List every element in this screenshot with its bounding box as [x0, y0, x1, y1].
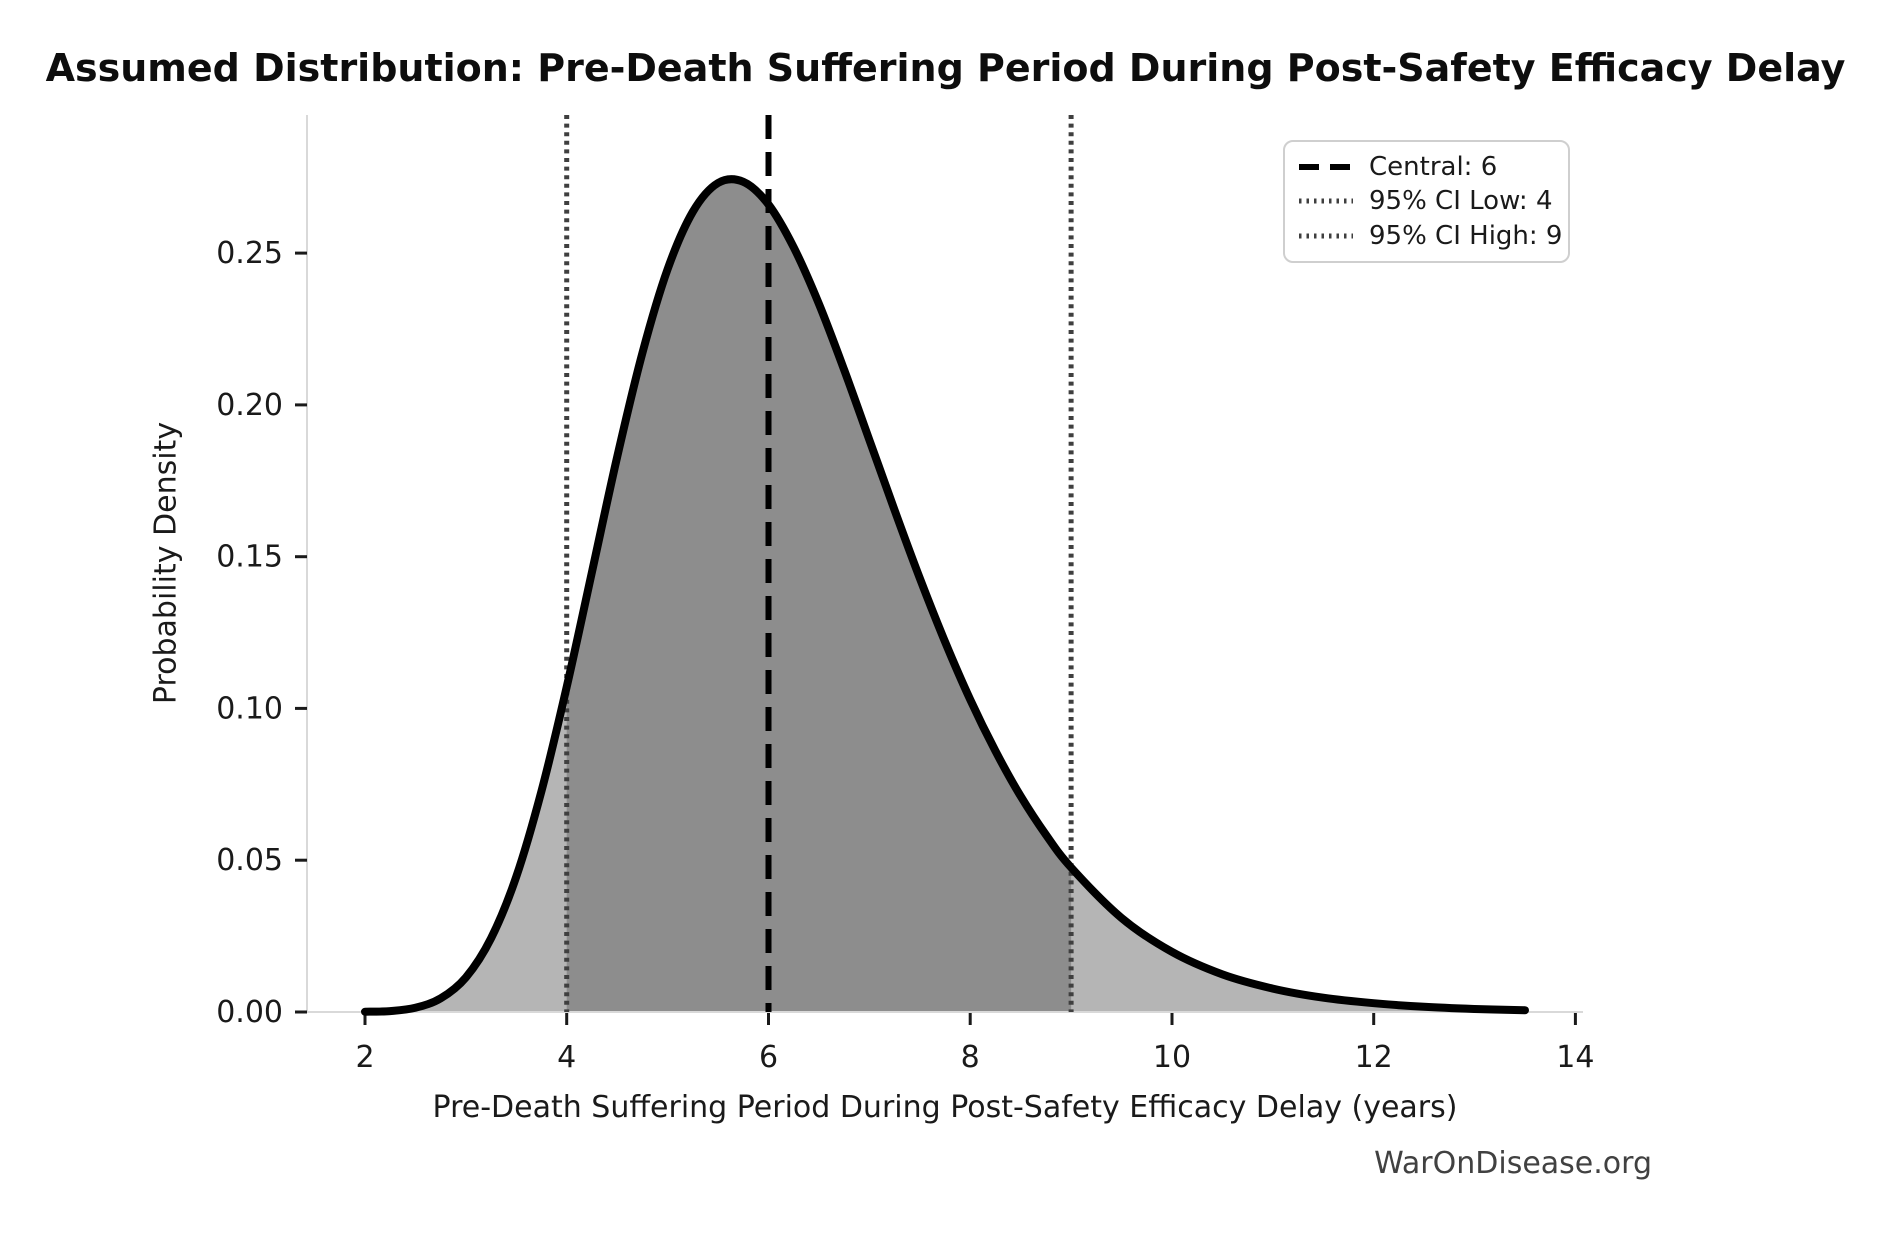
y-tick-label: 0.10 — [216, 691, 283, 726]
y-axis-label: Probability Density — [148, 421, 184, 705]
legend-label-ci-high: 95% CI High: 9 — [1369, 220, 1563, 251]
y-tick-label: 0.05 — [216, 843, 283, 878]
y-tick-label: 0.20 — [216, 388, 283, 423]
y-tick-label: 0.15 — [216, 540, 283, 575]
ci-region-fill — [566, 179, 1072, 1012]
legend-item-central: Central: 6 — [1297, 152, 1556, 182]
legend-label-central: Central: 6 — [1369, 152, 1498, 183]
x-tick-label: 12 — [1355, 1040, 1393, 1075]
legend: Central: 6 95% CI Low: 4 95% CI High: 9 — [1283, 140, 1570, 263]
x-tick-label: 6 — [759, 1040, 778, 1075]
legend-label-ci-low: 95% CI Low: 4 — [1369, 186, 1553, 217]
density-curve — [361, 175, 1529, 1016]
watermark: WarOnDisease.org — [1374, 1146, 1652, 1181]
y-tick-label: 0.25 — [216, 236, 283, 271]
x-axis-label: Pre-Death Suffering Period During Post-S… — [432, 1090, 1458, 1125]
legend-item-ci-low: 95% CI Low: 4 — [1297, 186, 1556, 216]
dotted-line-sample-icon — [1299, 198, 1353, 204]
x-tick-label: 14 — [1556, 1040, 1594, 1075]
dashed-line-sample-icon — [1299, 164, 1353, 171]
x-tick-label: 2 — [355, 1040, 374, 1075]
x-tick-label: 4 — [557, 1040, 576, 1075]
dotted-line-sample-icon — [1299, 233, 1353, 239]
y-tick-label: 0.00 — [216, 995, 283, 1030]
chart-title: Assumed Distribution: Pre-Death Sufferin… — [45, 46, 1846, 90]
x-tick-label: 10 — [1153, 1040, 1191, 1075]
x-tick-label: 8 — [961, 1040, 980, 1075]
legend-item-ci-high: 95% CI High: 9 — [1297, 221, 1562, 251]
